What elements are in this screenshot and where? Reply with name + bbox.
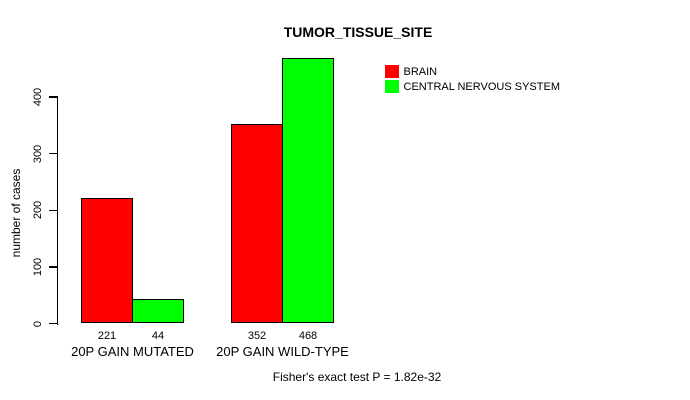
x-category-label: 20P GAIN WILD-TYPE [216,344,349,359]
legend-item-central-nervous-system: CENTRAL NERVOUS SYSTEM [385,80,560,93]
legend: BRAIN CENTRAL NERVOUS SYSTEM [385,65,560,93]
y-tick-mark [49,96,58,98]
stat-test-note: Fisher's exact test P = 1.82e-32 [272,370,442,384]
y-tick-label: 300 [32,144,44,163]
x-category-label: 20P GAIN MUTATED [71,344,194,359]
chart-title: TUMOR_TISSUE_SITE [283,24,433,40]
bar-value-label: 352 [247,330,267,342]
legend-swatch-central-nervous-system [385,80,399,93]
y-tick-label: 200 [32,201,44,220]
y-tick-label: 100 [32,257,44,277]
y-tick-mark [49,209,58,211]
legend-swatch-brain [385,65,399,78]
bar-value-label: 468 [298,330,318,342]
y-tick-label: 0 [32,320,44,327]
bar-central-nervous-system-20p-gain-mutated [132,298,184,324]
legend-item-brain: BRAIN [385,65,560,78]
bar-brain-20p-gain-mutated [81,198,133,324]
legend-label: BRAIN [403,65,438,78]
y-tick-label: 400 [32,87,44,107]
y-tick-mark [49,152,58,155]
bar-value-label: 44 [151,330,165,342]
bar-value-label: 221 [97,330,117,342]
bar-central-nervous-system-20p-gain-wild-type [282,58,334,324]
y-tick-mark [49,322,58,325]
y-tick-mark [49,266,58,268]
legend-label: CENTRAL NERVOUS SYSTEM [403,80,560,93]
bar-brain-20p-gain-wild-type [231,124,283,324]
y-axis-label: number of cases [9,168,23,258]
